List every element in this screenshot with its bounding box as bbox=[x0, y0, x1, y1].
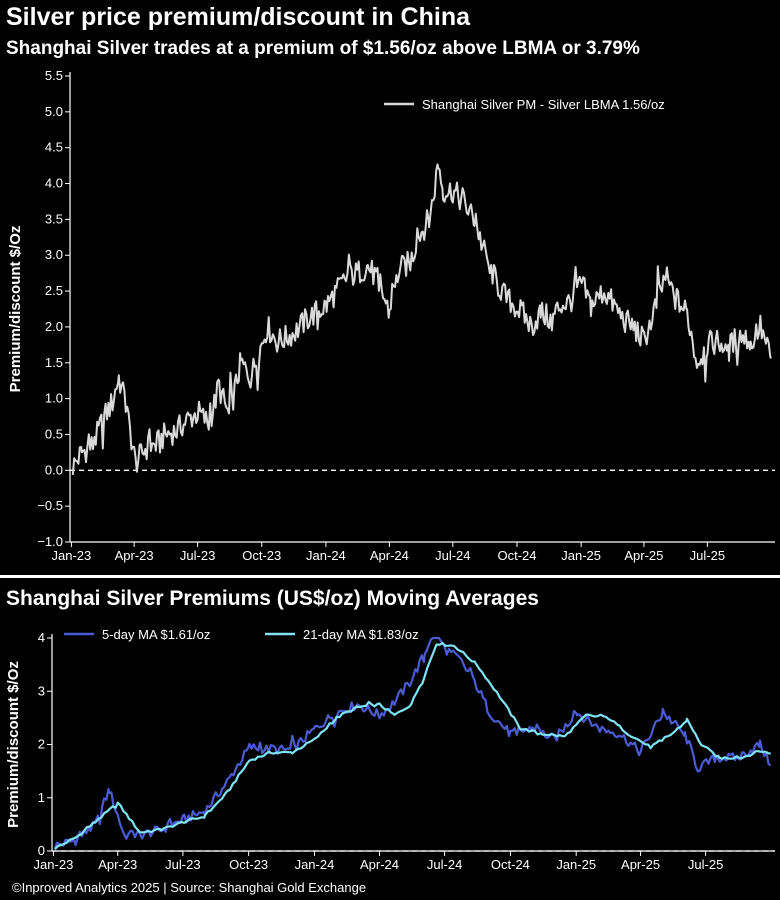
x-tick-label: Apr-24 bbox=[360, 857, 399, 872]
section-divider bbox=[0, 575, 780, 578]
y-tick-label: 5.0 bbox=[45, 104, 63, 119]
y-tick-label: 0.5 bbox=[45, 426, 63, 441]
x-tick-label: Oct-23 bbox=[229, 857, 268, 872]
x-tick-label: Apr-25 bbox=[624, 548, 663, 563]
legend-label: Shanghai Silver PM - Silver LBMA 1.56/oz bbox=[422, 97, 665, 112]
x-tick-label: Jan-24 bbox=[306, 548, 346, 563]
chart2-title: Shanghai Silver Premiums (US$/oz) Moving… bbox=[6, 587, 539, 610]
moving-average-chart: 0 1 2 3 4 Jan-23 Apr-23 Jul-23 Oct-23 Jan-24 Apr-2… bbox=[5, 627, 775, 872]
series-line-1 bbox=[53, 636, 772, 850]
x-tick-label: Oct-23 bbox=[242, 548, 281, 563]
y-tick-label: −1.0 bbox=[37, 534, 63, 549]
premium-chart: −1.0 −0.5 0.0 0.5 1.0 1.5 2.0 2.5 3.0 3.5 4.0 4.5 5.… bbox=[7, 68, 775, 563]
y-tick-label: 4.5 bbox=[45, 140, 63, 155]
x-tick-label: Apr-23 bbox=[98, 857, 137, 872]
x-tick-label: Jul-25 bbox=[690, 548, 725, 563]
y-tick-label: 1 bbox=[38, 790, 45, 805]
x-tick-label: Jul-25 bbox=[688, 857, 723, 872]
y-tick-label: 3.5 bbox=[45, 211, 63, 226]
x-tick-label: Apr-25 bbox=[621, 857, 660, 872]
y-tick-label: 0 bbox=[38, 843, 45, 858]
x-tick-label: Jan-25 bbox=[556, 857, 596, 872]
y-axis-label: Premium/discount $/Oz bbox=[5, 661, 22, 828]
x-tick-label: Jan-23 bbox=[52, 548, 92, 563]
x-tick-label: Jul-23 bbox=[165, 857, 200, 872]
x-tick-label: Jan-23 bbox=[34, 857, 74, 872]
chart1-subtitle: Shanghai Silver trades at a premium of $… bbox=[6, 38, 640, 59]
chart1-title: Silver price premium/discount in China bbox=[6, 3, 470, 31]
y-tick-label: 3.0 bbox=[45, 247, 63, 262]
legend-label: 21-day MA $1.83/oz bbox=[303, 627, 419, 642]
x-tick-label: Apr-24 bbox=[370, 548, 409, 563]
y-tick-label: 1.5 bbox=[45, 355, 63, 370]
x-tick-label: Jan-25 bbox=[561, 548, 601, 563]
x-tick-label: Apr-23 bbox=[115, 548, 154, 563]
series-line-2 bbox=[54, 641, 771, 850]
x-tick-label: Jul-24 bbox=[427, 857, 462, 872]
y-axis-label: Premium/discount $/Oz bbox=[7, 226, 24, 393]
y-tick-label: 2.5 bbox=[45, 283, 63, 298]
series-line-1 bbox=[71, 163, 772, 475]
x-tick-label: Jul-24 bbox=[435, 548, 470, 563]
source-footer: ©Inproved Analytics 2025 | Source: Shang… bbox=[12, 880, 367, 895]
y-tick-label: −0.5 bbox=[37, 498, 63, 513]
x-tick-label: Jan-24 bbox=[295, 857, 335, 872]
x-tick-label: Oct-24 bbox=[491, 857, 530, 872]
y-tick-label: 3 bbox=[38, 683, 45, 698]
y-tick-label: 5.5 bbox=[45, 68, 63, 83]
y-tick-label: 4 bbox=[38, 630, 45, 645]
y-tick-label: 1.0 bbox=[45, 391, 63, 406]
x-tick-label: Jul-23 bbox=[180, 548, 215, 563]
y-tick-label: 0.0 bbox=[45, 462, 63, 477]
legend-label: 5-day MA $1.61/oz bbox=[102, 627, 210, 642]
x-tick-label: Oct-24 bbox=[497, 548, 536, 563]
y-tick-label: 2.0 bbox=[45, 319, 63, 334]
y-tick-label: 4.0 bbox=[45, 176, 63, 191]
y-tick-label: 2 bbox=[38, 737, 45, 752]
